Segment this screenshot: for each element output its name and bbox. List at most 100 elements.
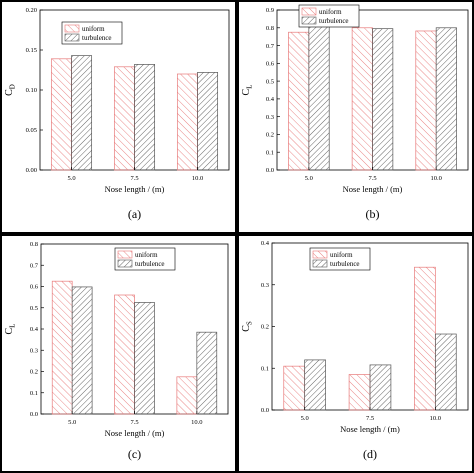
x-tick-label: 7.5 [368,175,376,182]
chart-2: 0.0 0.1 0.2 0.3 0.4 0.5 0.6 0.7 0.8 5.0 7.5 10.0 Nos… [4,241,229,461]
y-tick-label: 0.4 [261,240,270,247]
bar-turbulence-0 [71,286,93,415]
legend-label-turbulence: turbulence [330,260,360,268]
panel-a: 0.00 0.05 0.10 0.15 0.20 5.0 7.5 10.0 Nose lengt… [2,2,235,232]
bar-uniform-2 [414,266,436,411]
legend-swatch-turbulence [117,259,133,268]
legend-label-uniform: uniform [135,251,158,259]
bar-turbulence-1 [134,302,155,415]
legend-swatch-uniform [312,250,328,259]
y-axis-label: CL [4,324,17,335]
bar-turbulence-2 [434,333,457,411]
y-tick-label: 0.5 [30,305,38,312]
legend-swatch-turbulence [312,259,328,268]
panel-b: 0.0 0.1 0.2 0.3 0.4 0.5 0.6 0.7 0.8 0.9 5.0 7.5 10.0… [239,2,472,232]
bar-uniform-1 [351,27,373,171]
x-axis-label: Nose length / (m) [343,184,403,194]
y-tick-label: 0.00 [26,167,37,174]
y-tick-label: 0.9 [266,7,274,14]
y-tick-label: 0.0 [30,411,38,418]
x-tick-label: 10.0 [430,415,441,422]
x-tick-label: 7.5 [130,419,138,426]
x-tick-label: 5.0 [68,419,76,426]
bar-uniform-0 [283,365,306,411]
y-tick-label: 0.6 [266,61,275,68]
bar-turbulence-2 [197,72,219,171]
bar-uniform-0 [288,31,310,171]
y-tick-label: 0.3 [266,114,274,121]
panel-d: 0.0 0.1 0.2 0.3 0.4 5.0 7.5 10.0 Nose length / (… [239,236,472,471]
bar-uniform-2 [176,376,198,415]
y-tick-label: 0.1 [261,365,269,372]
legend-swatch-uniform [64,24,80,33]
bar-uniform-2 [176,73,198,171]
y-axis-label: CS [241,321,254,332]
x-tick-label: 10.0 [430,175,441,182]
legend-swatch-turbulence [64,33,80,42]
y-axis-label-sub: L [9,324,17,328]
bar-turbulence-2 [435,27,457,171]
legend-label-uniform: uniform [330,251,353,259]
bar-uniform-1 [348,374,371,411]
bar-turbulence-1 [372,28,394,171]
panel-label: (b) [366,207,380,221]
bar-uniform-0 [51,280,73,415]
panel-label: (d) [363,447,377,461]
y-axis-label: CL [241,85,254,96]
y-tick-label: 0.4 [266,96,275,103]
legend-label-turbulence: turbulence [319,17,349,25]
bar-uniform-1 [113,66,135,171]
y-tick-label: 0.1 [266,149,274,156]
legend-label-turbulence: turbulence [82,34,112,42]
y-axis-label-main: C [4,327,15,334]
legend-swatch-uniform [117,250,133,259]
legend-swatch-turbulence [301,16,317,25]
panel-label: (c) [128,447,141,461]
y-tick-label: 0.0 [266,167,274,174]
x-axis-label: Nose length / (m) [105,428,165,438]
bar-uniform-1 [114,294,135,415]
chart-3: 0.0 0.1 0.2 0.3 0.4 5.0 7.5 10.0 Nose length / (… [241,240,469,461]
bar-turbulence-0 [71,55,93,171]
y-axis-label-sub: D [9,84,17,89]
legend-label-turbulence: turbulence [135,260,165,268]
legend-label-uniform: uniform [319,8,342,16]
y-axis-label-main: C [4,89,15,96]
y-tick-label: 0.3 [30,347,38,354]
y-tick-label: 0.7 [266,43,275,50]
y-axis-label-main: C [241,88,252,95]
legend-swatch-uniform [301,7,317,16]
y-tick-label: 0.4 [30,326,39,333]
y-tick-label: 0.2 [261,324,269,331]
y-tick-label: 0.8 [30,241,38,248]
bar-turbulence-0 [308,25,330,171]
y-tick-label: 0.8 [266,25,274,32]
bar-turbulence-1 [134,64,156,171]
x-axis-label: Nose length / (m) [340,424,400,434]
x-tick-label: 10.0 [191,419,202,426]
panel-c: 0.0 0.1 0.2 0.3 0.4 0.5 0.6 0.7 0.8 5.0 7.5 10.0 Nos… [2,236,235,471]
x-tick-label: 10.0 [192,175,203,182]
y-tick-label: 0.0 [261,407,269,414]
y-tick-label: 0.3 [261,282,269,289]
legend-label-uniform: uniform [82,25,105,33]
x-tick-label: 5.0 [301,415,309,422]
y-tick-label: 0.1 [30,390,38,397]
y-tick-label: 0.2 [266,132,274,139]
x-tick-label: 7.5 [366,415,374,422]
chart-0: 0.00 0.05 0.10 0.15 0.20 5.0 7.5 10.0 Nose lengt… [4,7,230,221]
y-tick-label: 0.15 [26,47,37,54]
y-axis-label-sub: S [246,321,254,325]
bar-turbulence-0 [304,359,326,411]
y-axis-label-sub: L [246,85,254,89]
bar-uniform-0 [50,58,72,171]
y-tick-label: 0.2 [30,369,38,376]
y-tick-label: 0.5 [266,78,274,85]
x-tick-label: 5.0 [67,175,75,182]
panel-label: (a) [128,207,141,221]
x-axis-label: Nose length / (m) [105,184,165,194]
y-axis-label: CD [4,84,17,96]
bar-uniform-2 [415,30,437,171]
y-tick-label: 0.05 [26,127,37,134]
